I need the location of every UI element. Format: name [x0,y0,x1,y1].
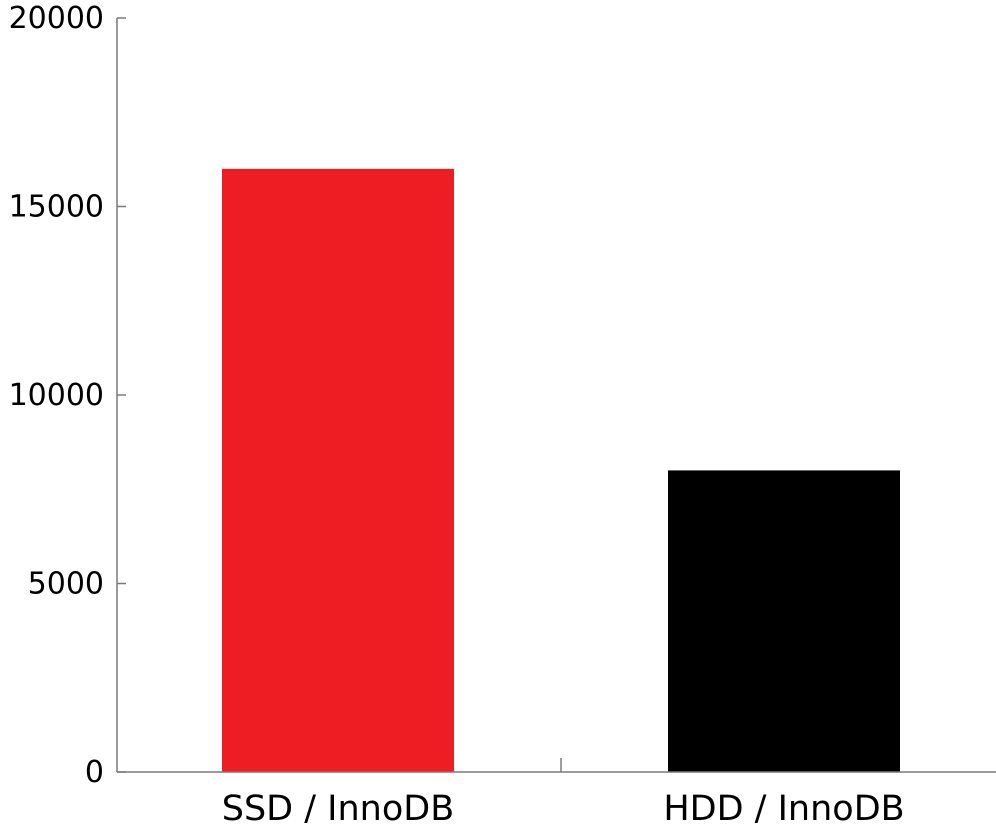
y-tick-label: 0 [85,755,104,790]
ticks-layer [117,17,562,773]
bar-ssd-innodb [222,168,454,773]
x-tick-label: HDD / InnoDB [663,789,904,829]
labels-layer: SSD / InnoDB HDD / InnoDB 0 5000 10000 15000 2… [9,1,905,829]
y-tick-label: 10000 [9,378,104,413]
x-tick-label: SSD / InnoDB [222,789,455,829]
bar-hdd-innodb [668,470,900,772]
y-tick-label: 15000 [9,190,104,225]
y-tick-label: 5000 [28,567,104,602]
y-tick-label: 20000 [9,1,104,36]
bars-layer [222,168,900,773]
